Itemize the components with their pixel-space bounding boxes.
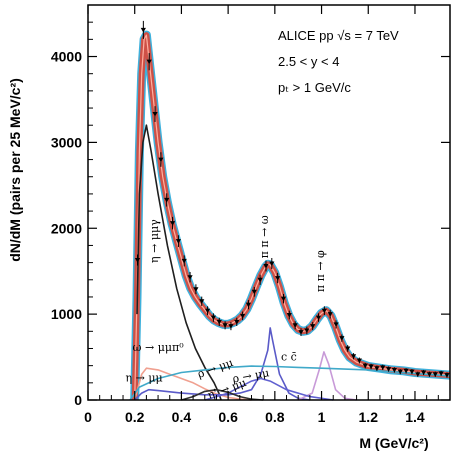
data-point-44 [391, 367, 398, 373]
y-tick-label-4: 4000 [51, 49, 82, 65]
data-point-26 [286, 312, 292, 318]
x-tick-label-4: 0.8 [265, 409, 285, 425]
data-point-45 [397, 369, 403, 375]
data-point-10 [193, 287, 199, 292]
data-point-11 [199, 299, 205, 304]
data-point-9 [187, 275, 193, 280]
data-point-6 [169, 221, 176, 226]
data-point-51 [432, 372, 438, 377]
data-point-7 [175, 239, 181, 244]
x-tick-label-7: 1.4 [405, 409, 425, 425]
component-curves-group [129, 124, 451, 401]
data-point-5 [164, 197, 170, 203]
info-text-0: ALICE pp √s = 7 TeV [278, 28, 399, 43]
data-point-13 [210, 315, 217, 321]
data-point-17 [234, 319, 240, 325]
component-curve-6 [181, 388, 264, 401]
y-tick-label-3: 3000 [51, 134, 82, 150]
plot-frame-group [87, 4, 451, 401]
component-curve-2 [134, 327, 311, 401]
data-point-38 [356, 358, 362, 364]
component-curve-5 [204, 377, 334, 401]
data-point-1 [140, 27, 146, 33]
data-point-47 [409, 369, 415, 375]
data-point-36 [345, 346, 351, 352]
component-curve-4 [129, 365, 451, 401]
x-tick-label-2: 0.4 [172, 409, 192, 425]
data-point-21 [257, 277, 263, 283]
data-point-41 [374, 366, 380, 371]
data-point-29 [304, 328, 310, 334]
info-text-group: ALICE pp √s = 7 TeV 2.5 < y < 4 pₜ > 1 GeV… [278, 28, 399, 95]
annotation-4: η → μμ [126, 372, 163, 385]
annotation-8: c c̄ [281, 351, 297, 364]
data-point-15 [222, 323, 228, 328]
data-points-group [134, 20, 450, 378]
x-tick-label-3: 0.6 [218, 409, 238, 425]
annotation-1: π π → ω [258, 215, 271, 258]
x-tick-label-6: 1.2 [359, 409, 379, 425]
annotation-0: η → μμγ [148, 219, 161, 263]
data-point-0 [134, 258, 141, 263]
annotation-7: ρ → μμ [232, 366, 271, 385]
data-point-25 [280, 296, 287, 302]
data-point-12 [204, 308, 211, 314]
data-point-46 [403, 368, 409, 374]
data-point-31 [315, 315, 322, 321]
data-point-3 [152, 112, 158, 117]
x-tick-label-0: 0 [84, 409, 92, 425]
x-tick-label-5: 1 [318, 409, 326, 425]
data-point-27 [292, 323, 298, 328]
data-point-32 [321, 308, 327, 314]
plot-frame [87, 4, 451, 401]
info-text-1: 2.5 < y < 4 [278, 54, 339, 69]
data-point-49 [421, 370, 427, 376]
data-point-14 [216, 319, 222, 325]
axis-labels-group: 0 0.2 0.4 0.6 0.8 1 1.2 1.4 0 1000 2000 3000 4000 M (… [7, 49, 429, 451]
data-point-19 [245, 302, 252, 308]
data-point-23 [269, 261, 275, 267]
component-curve-0 [136, 124, 222, 401]
annotation-2: π π → φ [314, 250, 327, 292]
data-point-39 [362, 363, 368, 369]
x-axis-title: M (GeV/c²) [359, 435, 428, 451]
y-tick-label-2: 2000 [51, 220, 82, 236]
info-text-2: pₜ > 1 GeV/c [278, 80, 351, 95]
data-point-53 [444, 373, 450, 378]
component-curve-1 [133, 367, 252, 401]
x-tick-label-1: 0.2 [125, 409, 145, 425]
y-tick-label-1: 1000 [51, 306, 82, 322]
annotations-group: η → μμγ π π → ω π π → φ ω → μμπ⁰ η → μμ ρ → μ… [126, 215, 327, 402]
data-point-35 [339, 336, 345, 341]
data-point-40 [368, 364, 374, 370]
data-point-2 [146, 59, 152, 65]
data-point-28 [298, 330, 304, 335]
data-point-22 [263, 264, 269, 269]
data-point-24 [275, 276, 281, 281]
component-curve-3 [297, 351, 357, 401]
y-axis-title: dN/dM (pairs per 25 MeV/c²) [7, 78, 23, 262]
data-point-37 [350, 354, 357, 359]
axis-ticks-group [87, 5, 450, 401]
data-point-52 [438, 371, 444, 376]
data-point-34 [333, 322, 339, 328]
data-point-20 [251, 289, 257, 295]
data-point-18 [240, 313, 246, 319]
data-point-8 [181, 258, 187, 264]
data-point-50 [426, 372, 433, 377]
data-point-16 [228, 324, 234, 329]
data-point-33 [327, 312, 333, 317]
data-point-42 [380, 365, 386, 370]
data-point-43 [385, 367, 392, 372]
data-point-30 [310, 324, 316, 329]
data-point-4 [158, 157, 164, 163]
y-tick-label-0: 0 [74, 392, 82, 408]
data-point-48 [415, 372, 421, 377]
annotation-3: ω → μμπ⁰ [133, 341, 185, 354]
